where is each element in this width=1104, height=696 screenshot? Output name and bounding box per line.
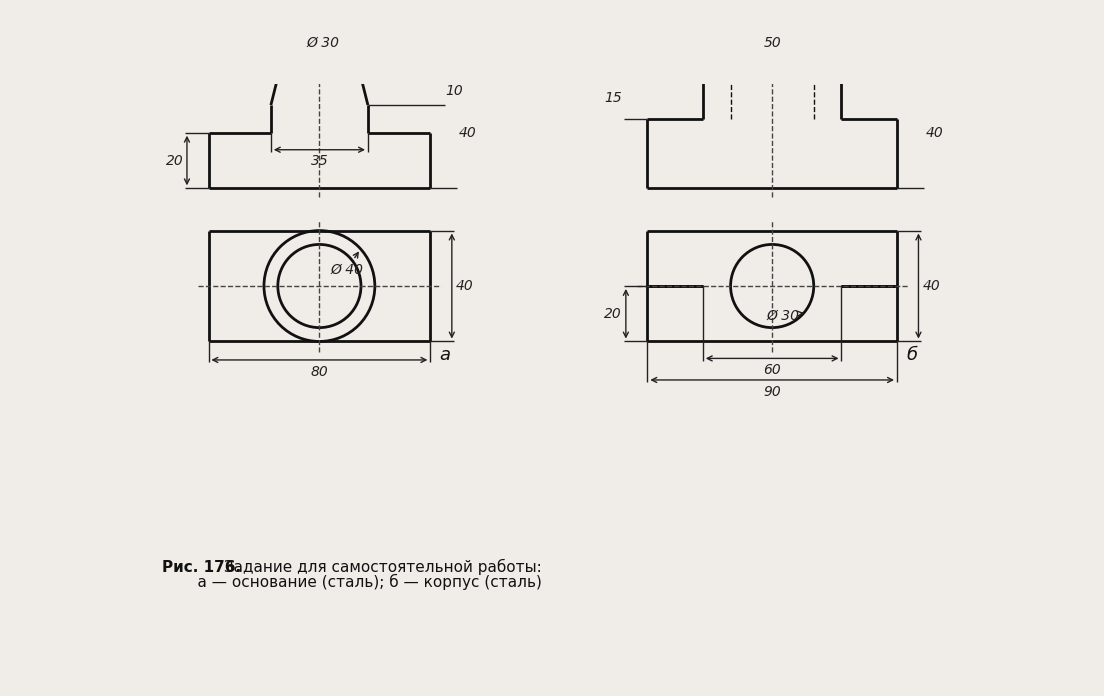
Text: Ø 40: Ø 40: [330, 253, 363, 277]
Text: 60: 60: [763, 363, 781, 377]
Text: 40: 40: [456, 279, 474, 293]
Text: 40: 40: [925, 126, 943, 140]
Text: 40: 40: [459, 126, 477, 140]
Text: 15: 15: [604, 91, 622, 105]
Text: а: а: [439, 346, 450, 364]
Text: 50: 50: [763, 35, 781, 49]
Text: Рис. 176.: Рис. 176.: [162, 560, 242, 575]
Text: 90: 90: [763, 385, 781, 399]
Text: а — основание (сталь); б — корпус (сталь): а — основание (сталь); б — корпус (сталь…: [178, 574, 542, 590]
Text: Ø 30: Ø 30: [306, 35, 339, 49]
Text: 80: 80: [310, 365, 328, 379]
Text: 35: 35: [310, 154, 328, 168]
Text: Ø 30: Ø 30: [766, 309, 803, 323]
Text: 20: 20: [166, 154, 184, 168]
Text: б: б: [906, 346, 917, 364]
Text: Задание для самостоятельной работы:: Задание для самостоятельной работы:: [220, 559, 542, 575]
Text: 20: 20: [604, 307, 622, 321]
Text: 10: 10: [446, 84, 464, 98]
Text: 40: 40: [922, 279, 941, 293]
